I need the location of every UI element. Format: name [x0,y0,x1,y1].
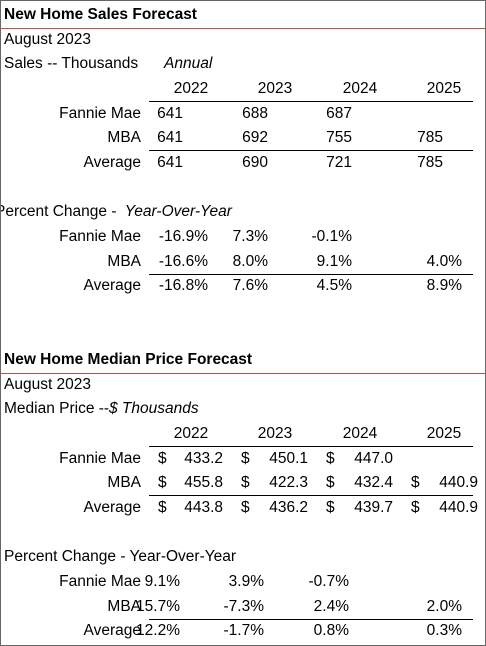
year-header: 2022 [173,425,209,443]
row-label: MBA [107,129,141,147]
cell-value: 9.1% [144,572,180,590]
cell-value: 721 [326,153,352,171]
header-rule [149,446,473,448]
row-label: Fannie Mae [59,572,141,590]
title-rule [1,27,485,29]
section-title: New Home Median Price Forecast [4,351,253,369]
cell-value: -1.7% [223,622,265,640]
cell-value: 7.3% [232,227,268,245]
subtitle: Sales -- Thousands [4,55,139,73]
cell-value: 755 [326,129,352,147]
cell-value: 641 [157,104,183,122]
cell-value: 8.9% [426,277,462,295]
cell-value: -0.1% [311,227,353,245]
cell-value: 443.8 [184,499,223,516]
cell-value: 0.8% [313,622,349,640]
year-header: 2023 [257,79,293,97]
cell-value: 688 [242,104,268,122]
row-label: Fannie Mae [59,227,141,245]
currency-sign: $ [241,449,250,467]
cell-value: 432.4 [354,474,393,492]
year-header: 2024 [342,425,378,443]
header-rule [149,100,473,102]
cell-value: 0.3% [426,622,462,640]
row-label: MBA [107,252,141,270]
subtitle: Median Price -- [4,400,110,418]
currency-sign: $ [241,474,250,492]
cell-value: 4.0% [426,252,462,270]
change-title: Percent Change - Year-Over-Year [0,203,232,221]
currency-sign: $ [241,499,250,516]
currency-sign: $ [158,499,167,516]
cell-value: 690 [242,153,268,171]
cell-value: 8.0% [232,252,268,270]
subtitle-note: Annual [164,55,213,73]
row-label: MBA [107,474,141,492]
cell-value: 15.7% [136,597,180,615]
cell-value: -16.9% [158,227,208,245]
cell-value: 2.4% [313,597,349,615]
cell-value: 687 [326,104,352,122]
total-rule [149,150,473,152]
year-header: 2025 [426,425,462,443]
row-label: MBA [107,597,141,615]
cell-value: 455.8 [184,474,223,492]
cell-value: 9.1% [316,252,352,270]
cell-value: 3.9% [228,572,264,590]
year-header: 2024 [342,79,378,97]
row-label: Average [83,499,141,516]
cell-value: 2.0% [426,597,462,615]
section-title: New Home Sales Forecast [4,6,197,23]
cell-value: 436.2 [269,499,308,516]
currency-sign: $ [158,474,167,492]
cell-value: 12.2% [136,622,180,640]
currency-sign: $ [326,499,335,516]
change-title-note: Year-Over-Year [124,203,232,221]
cell-value: 447.0 [354,449,393,467]
currency-sign: $ [158,449,167,467]
cell-value: -16.8% [158,277,208,295]
cell-value: 4.5% [316,277,352,295]
year-header: 2022 [173,79,209,97]
date: August 2023 [4,375,92,393]
year-header: 2025 [426,79,462,97]
cell-value: 450.1 [269,449,308,467]
row-label: Average [83,153,141,171]
cell-value: 785 [417,129,443,147]
year-header: 2023 [257,425,293,443]
total-rule [149,495,473,497]
cell-value: 641 [157,153,183,171]
currency-sign: $ [411,499,420,516]
currency-sign: $ [411,474,420,492]
title-rule [1,372,485,374]
currency-sign: $ [326,474,335,492]
total-rule [149,618,473,620]
change-title: Percent Change - Year-Over-Year [4,548,237,566]
currency-sign: $ [326,449,335,467]
total-rule [149,273,473,275]
cell-value: -0.7% [308,572,350,590]
cell-value: 785 [417,153,443,171]
cell-value: 641 [157,129,183,147]
row-label: Average [83,277,141,295]
cell-value: 440.9 [439,499,478,516]
cell-value: 433.2 [184,449,223,467]
date: August 2023 [4,30,92,48]
row-label: Average [83,622,141,640]
cell-value: 440.9 [439,474,478,492]
row-label: Fannie Mae [59,449,141,467]
row-label: Fannie Mae [59,104,141,122]
subtitle-note: $ Thousands [109,400,199,418]
cell-value: 7.6% [232,277,268,295]
cell-value: 439.7 [354,499,393,516]
cell-value: -7.3% [223,597,265,615]
cell-value: 422.3 [269,474,308,492]
cell-value: -16.6% [158,252,208,270]
cell-value: 692 [242,129,268,147]
